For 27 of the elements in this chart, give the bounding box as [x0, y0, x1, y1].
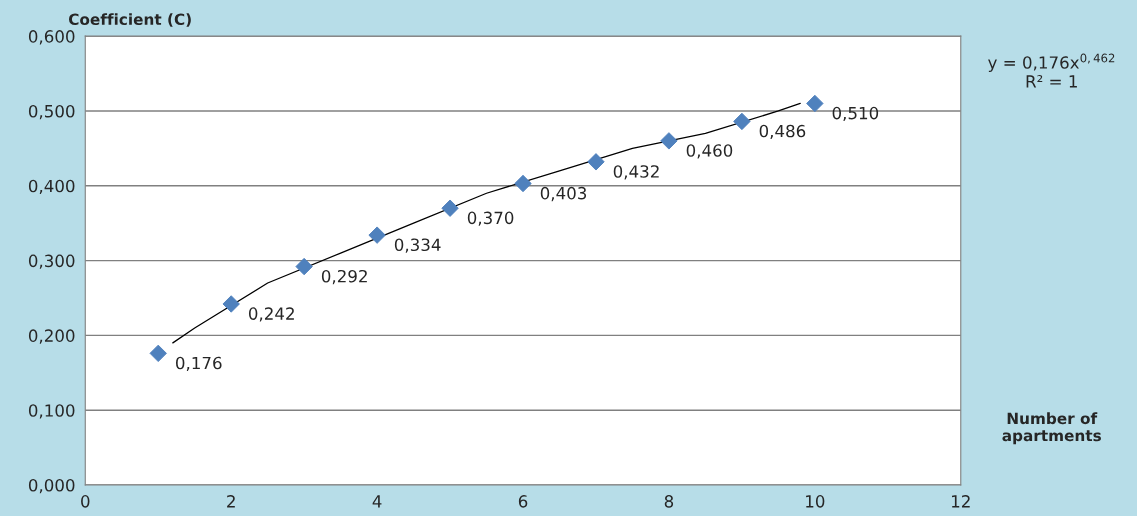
data-label: 0,176: [176, 356, 222, 371]
data-label: 0,242: [248, 307, 294, 322]
y-tick-label: 0,500: [28, 104, 75, 120]
y-tick-label: 0,200: [28, 329, 75, 344]
x-tick-label: 12: [951, 495, 970, 508]
y-tick-label: 0,400: [28, 179, 75, 195]
x-tick-label: 8: [664, 495, 674, 508]
y-tick-label: 0,300: [28, 254, 75, 269]
data-label: 0,460: [686, 144, 733, 159]
data-label: 0,334: [394, 238, 441, 253]
x-tick-label: 4: [372, 495, 382, 508]
y-axis-title: Coefficient (C): [68, 13, 191, 27]
y-tick-label: 0,100: [28, 404, 75, 419]
y-tick-label: 0,600: [28, 30, 75, 45]
x-tick-label: 10: [806, 495, 825, 508]
y-tick-label: 0,000: [28, 479, 75, 494]
data-label: 0,292: [321, 269, 367, 285]
x-tick-label: 6: [518, 495, 528, 508]
data-label: 0,432: [613, 165, 659, 180]
x-tick-label: 2: [227, 495, 235, 508]
data-label: 0,510: [832, 106, 879, 122]
x-tick-label: 0: [81, 495, 90, 508]
text: y = 0,176x$^{0,462}$ R² = 1: [988, 53, 1115, 88]
x-axis-title: Number of apartments: [1002, 412, 1101, 445]
data-label: 0,370: [467, 211, 514, 226]
data-label: 0,403: [540, 186, 587, 202]
data-label: 0,486: [759, 124, 806, 140]
